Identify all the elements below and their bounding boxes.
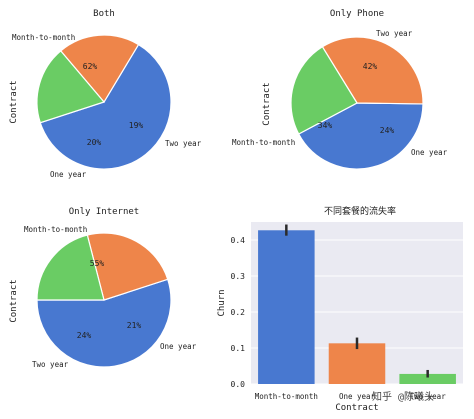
pie-both-label-two-year: Two year: [165, 139, 202, 148]
pie-internet-pct-month-to-month: 55%: [90, 259, 105, 268]
pie-phone-pct-one-year: 24%: [380, 126, 395, 135]
pie-phone-pct-two-year: 42%: [363, 62, 378, 71]
pie-internet-slice-two-year: [86, 232, 169, 301]
pie-internet-label-one-year: One year: [160, 342, 197, 351]
pie-phone-ylabel: Contract: [262, 82, 272, 125]
pie-phone-slice-two-year: [297, 102, 424, 170]
bar-one-year: [328, 343, 386, 384]
bar-title: 不同套餐的流失率: [324, 205, 396, 217]
pie-internet-pct-one-year: 21%: [127, 321, 142, 330]
pie-internet-title: Only Internet: [69, 207, 139, 217]
pie-both-slice-month-to-month: [39, 43, 172, 170]
bar-ylabel: Churn: [217, 289, 227, 316]
pie-both-label-one-year: One year: [50, 170, 87, 179]
bar-ytick-label: 0.4: [231, 236, 246, 245]
pie-both-ylabel: Contract: [9, 80, 19, 123]
pie-internet-ylabel: Contract: [9, 279, 19, 322]
pie-both-pct-month-to-month: 62%: [83, 62, 98, 71]
pie-both-label-month-to-month: Month-to-month: [12, 33, 75, 42]
bar-xtick-one-year: One year: [339, 392, 376, 401]
bar-ytick-label: 0.0: [231, 380, 246, 389]
pie-internet-pct-two-year: 24%: [77, 331, 92, 340]
pie-phone-pct-month-to-month: 34%: [318, 121, 333, 130]
pie-phone-slice-one-year: [290, 45, 358, 135]
pie-chart-only-internet: Only Internet Contract 55% 24% 21% Month…: [9, 207, 197, 369]
pie-chart-only-phone: Only Phone Contract 42% 34% 24% Two year…: [232, 9, 448, 170]
pie-internet-label-two-year: Two year: [32, 360, 69, 369]
pie-both-slice-one-year: [59, 34, 140, 104]
bar-ytick-label: 0.3: [231, 272, 246, 281]
bar-xtick-two-year: Two year: [410, 392, 447, 401]
watermark: 知乎 @陈曦头: [372, 390, 434, 403]
pie-phone-label-one-year: One year: [411, 148, 448, 157]
pie-both-pct-one-year: 20%: [87, 138, 102, 147]
pie-internet-label-month-to-month: Month-to-month: [24, 225, 87, 234]
bar-two-year: [399, 373, 456, 384]
bar-xlabel: Contract: [335, 403, 378, 413]
pie-both-pct-two-year: 19%: [129, 121, 144, 130]
pie-phone-title: Only Phone: [330, 9, 384, 19]
pie-phone-label-two-year: Two year: [376, 29, 413, 38]
pie-phone-label-month-to-month: Month-to-month: [232, 138, 295, 147]
pie-internet-slice-month-to-month: [36, 278, 172, 368]
pie-internet-slice-one-year: [36, 234, 105, 301]
bar-ytick-label: 0.2: [231, 308, 246, 317]
bar-ytick-label: 0.1: [231, 344, 246, 353]
bar-month-to-month: [258, 230, 315, 384]
pie-both-title: Both: [93, 9, 115, 19]
bar-chart-churn-by-contract: 不同套餐的流失率 0.0 0.1 0.2 0.3 0.4 Month-to-month O…: [217, 205, 463, 413]
bar-xtick-month-to-month: Month-to-month: [255, 392, 318, 401]
pie-both-slice-two-year: [36, 50, 106, 124]
pie-chart-both: Both Contract 62% 20% 19% Month-to-month…: [9, 9, 202, 179]
